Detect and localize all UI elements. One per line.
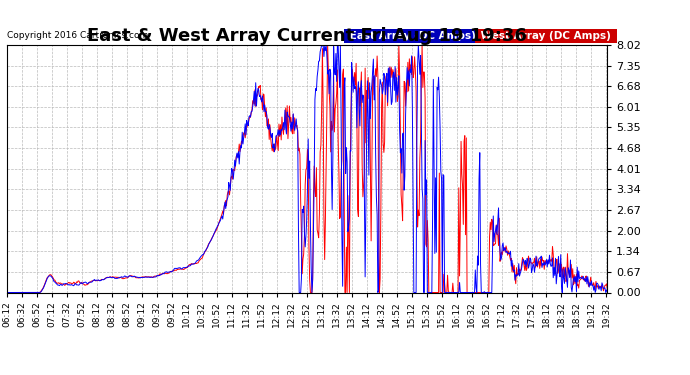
Text: West Array (DC Amps): West Array (DC Amps)	[477, 32, 614, 41]
East Array (DC Amps)	[424, 290, 433, 295]
East Array (DC Amps)	[123, 274, 131, 279]
Text: Copyright 2016 Cartronics.com: Copyright 2016 Cartronics.com	[7, 32, 148, 40]
West Array (DC Amps)	[424, 290, 433, 295]
East Array (DC Amps)	[248, 109, 256, 114]
East Array (DC Amps)	[3, 290, 11, 295]
West Array (DC Amps)	[123, 276, 131, 280]
East Array (DC Amps)	[426, 290, 435, 295]
West Array (DC Amps)	[324, 43, 332, 47]
East Array (DC Amps)	[241, 133, 250, 137]
West Array (DC Amps)	[603, 286, 611, 290]
Line: West Array (DC Amps): West Array (DC Amps)	[7, 45, 607, 292]
West Array (DC Amps)	[426, 290, 435, 295]
West Array (DC Amps)	[3, 290, 11, 295]
West Array (DC Amps)	[241, 129, 250, 134]
East Array (DC Amps)	[603, 289, 611, 294]
East Array (DC Amps)	[317, 43, 326, 47]
Text: East Array (DC Amps): East Array (DC Amps)	[346, 32, 480, 41]
East Array (DC Amps)	[269, 146, 277, 150]
West Array (DC Amps)	[269, 142, 277, 147]
West Array (DC Amps)	[248, 108, 256, 112]
Line: East Array (DC Amps): East Array (DC Amps)	[7, 45, 607, 292]
Title: East & West Array Current Fri Aug 19 19:36: East & West Array Current Fri Aug 19 19:…	[87, 27, 527, 45]
